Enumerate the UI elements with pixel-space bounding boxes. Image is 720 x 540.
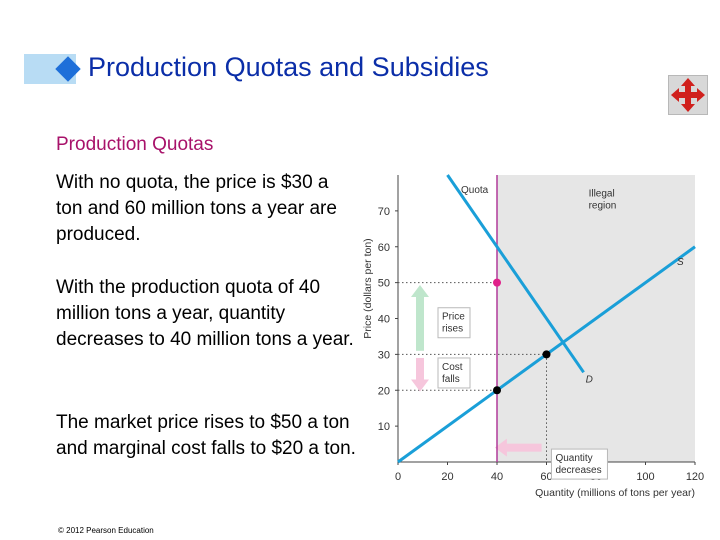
paragraph-no-quota: With no quota, the price is $30 a ton an… bbox=[56, 172, 337, 245]
x-tick-label: 60 bbox=[540, 471, 552, 483]
price-rises-box bbox=[437, 307, 471, 339]
cost-falls-label: Cost bbox=[442, 362, 463, 373]
point-marginal-cost bbox=[493, 386, 501, 395]
cost-falls-arrow-icon bbox=[411, 379, 429, 392]
paragraph-with-quota: With the production quota of 40 million … bbox=[56, 277, 354, 350]
quantity-decreases-arrow-shaft bbox=[506, 443, 542, 452]
curve-label-d: D bbox=[586, 374, 593, 385]
quantity-decreases-label: decreases bbox=[555, 465, 601, 476]
quota-chart: Illegalregion102030405060700204060801001… bbox=[362, 174, 704, 499]
y-tick-label: 40 bbox=[378, 314, 390, 326]
cost-falls-arrow-shaft bbox=[416, 357, 424, 380]
curve-label-s: S bbox=[677, 257, 684, 268]
price-rises-arrow-shaft bbox=[416, 296, 424, 351]
y-tick-label: 60 bbox=[378, 242, 390, 254]
copyright-note: © 2012 Pearson Education bbox=[58, 526, 154, 535]
y-axis-title: Price (dollars per ton) bbox=[362, 238, 374, 338]
quota-label: Quota bbox=[461, 185, 489, 196]
y-tick-label: 70 bbox=[378, 206, 390, 218]
paragraph-market-price: The market price rises to $50 a ton and … bbox=[56, 412, 356, 459]
price-rises-arrow-icon bbox=[411, 284, 429, 297]
quantity-decreases-box bbox=[550, 448, 608, 480]
x-tick-label: 120 bbox=[686, 471, 704, 483]
cost-falls-box bbox=[437, 357, 471, 389]
y-tick-label: 50 bbox=[378, 278, 390, 290]
x-axis-title: Quantity (millions of tons per year) bbox=[535, 487, 695, 499]
illegal-region-label: region bbox=[589, 201, 617, 212]
y-tick-label: 10 bbox=[378, 421, 390, 433]
y-tick-label: 30 bbox=[378, 349, 390, 361]
x-tick-label: 100 bbox=[636, 471, 654, 483]
quantity-decreases-label: Quantity bbox=[555, 453, 592, 464]
point-equilibrium bbox=[542, 350, 551, 359]
point-quota-price bbox=[493, 278, 501, 287]
quantity-decreases-arrow-icon bbox=[494, 438, 507, 457]
illegal-region-label: Illegal bbox=[589, 189, 615, 200]
x-tick-label: 20 bbox=[441, 471, 453, 483]
y-tick-label: 20 bbox=[378, 385, 390, 397]
slide-title-bar: Production Quotas and Subsidies bbox=[24, 50, 644, 90]
section-subtitle: Production Quotas bbox=[56, 134, 214, 155]
curve-d bbox=[446, 174, 585, 374]
x-tick-label: 40 bbox=[491, 471, 503, 483]
four-way-arrow-icon[interactable] bbox=[668, 75, 708, 115]
cost-falls-label: falls bbox=[442, 374, 460, 385]
x-tick-label: 0 bbox=[395, 471, 401, 483]
slide-title: Production Quotas and Subsidies bbox=[88, 52, 489, 82]
price-rises-label: rises bbox=[442, 324, 463, 335]
price-rises-label: Price bbox=[442, 312, 465, 323]
